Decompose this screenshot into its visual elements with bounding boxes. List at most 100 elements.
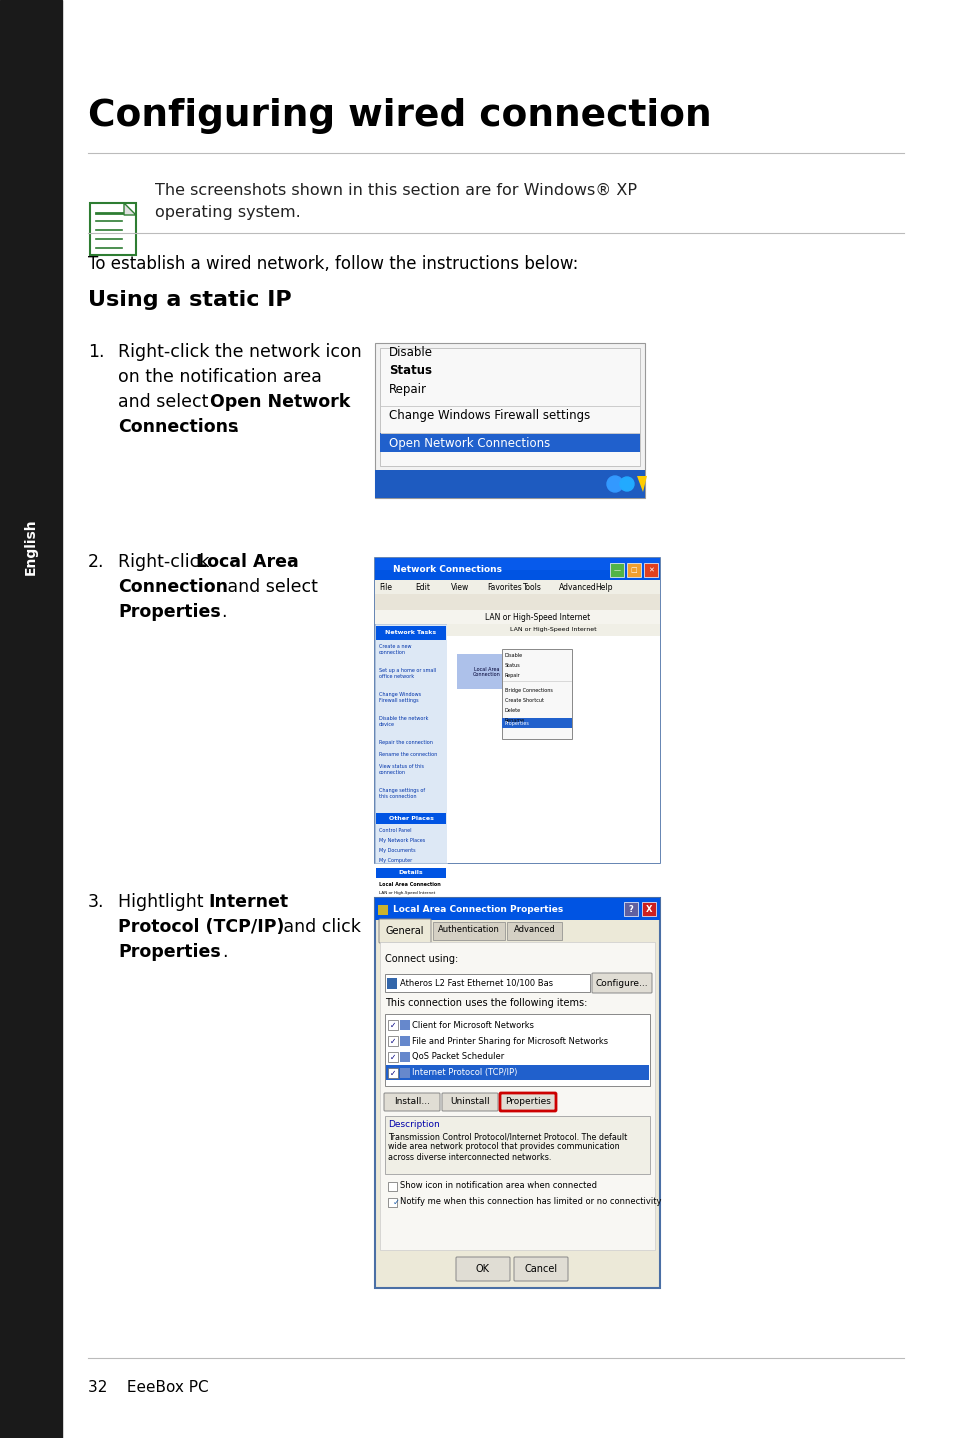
Text: X: X	[645, 905, 652, 913]
Bar	[388, 1198, 396, 1206]
Text: and click: and click	[277, 917, 360, 936]
Text: My Computer: My Computer	[378, 858, 412, 863]
Text: Help: Help	[595, 582, 612, 591]
Bar	[375, 558, 659, 569]
Text: ?: ?	[628, 905, 633, 913]
Text: Open Network: Open Network	[210, 393, 350, 411]
Text: To establish a wired network, follow the instructions below:: To establish a wired network, follow the…	[88, 255, 578, 273]
Text: 32    EeeBox PC: 32 EeeBox PC	[88, 1380, 209, 1395]
Text: This connection uses the following items:: This connection uses the following items…	[385, 998, 587, 1008]
Bar	[501, 718, 572, 728]
Text: Local Area: Local Area	[195, 554, 298, 571]
Text: Right-click the network icon: Right-click the network icon	[118, 344, 361, 361]
Bar	[386, 1066, 648, 1080]
Text: The screenshots shown in this section are for Windows® XP: The screenshots shown in this section ar…	[154, 183, 637, 198]
Bar	[501, 649, 572, 739]
Bar	[375, 594, 659, 610]
Text: operating system.: operating system.	[154, 206, 300, 220]
Text: English: English	[24, 518, 38, 575]
Text: My Network Places: My Network Places	[378, 838, 425, 843]
Text: Tools: Tools	[522, 582, 541, 591]
Text: Edit: Edit	[415, 582, 430, 591]
Text: Properties: Properties	[118, 603, 220, 621]
Bar	[399, 1068, 410, 1078]
Bar	[375, 897, 659, 1288]
Text: Connect using:: Connect using:	[385, 953, 457, 963]
Text: Properties: Properties	[118, 943, 220, 961]
Bar	[399, 1035, 410, 1045]
Bar	[375, 470, 644, 498]
Text: Using a static IP: Using a static IP	[88, 290, 292, 311]
Bar	[375, 626, 446, 640]
Bar	[626, 564, 640, 577]
Bar	[385, 974, 589, 992]
Text: .: .	[221, 603, 226, 621]
Text: Control Panel: Control Panel	[378, 828, 411, 833]
Text: Internet Protocol (TCP/IP): Internet Protocol (TCP/IP)	[412, 1068, 517, 1077]
Text: Change Windows
Firewall settings: Change Windows Firewall settings	[378, 692, 420, 703]
Text: Network Connections: Network Connections	[393, 565, 501, 574]
Text: LAN or High-Speed Internet: LAN or High-Speed Internet	[484, 613, 590, 621]
Text: ✓: ✓	[390, 1053, 395, 1061]
Text: Advanced: Advanced	[558, 582, 597, 591]
Text: My Documents: My Documents	[378, 848, 416, 853]
Bar	[399, 1020, 410, 1030]
Bar	[433, 922, 504, 940]
Bar	[379, 433, 639, 452]
Text: Repair: Repair	[504, 673, 520, 677]
FancyBboxPatch shape	[592, 974, 651, 994]
Text: Right-click: Right-click	[118, 554, 214, 571]
Text: Create Shortcut: Create Shortcut	[504, 697, 543, 703]
Text: Connection: Connection	[118, 578, 228, 595]
Circle shape	[606, 476, 622, 492]
Text: .: .	[222, 943, 227, 961]
Text: □: □	[630, 567, 637, 572]
Text: Network Tasks: Network Tasks	[385, 630, 436, 636]
Text: Advanced: Advanced	[514, 925, 556, 933]
Text: 3.: 3.	[88, 893, 105, 912]
Text: General: General	[385, 926, 424, 936]
Text: —: —	[613, 567, 619, 572]
Text: and select: and select	[118, 393, 213, 411]
Bar	[456, 654, 517, 689]
Bar	[385, 1116, 649, 1173]
Bar	[375, 580, 659, 594]
Text: View status of this
connection: View status of this connection	[378, 764, 423, 775]
FancyBboxPatch shape	[456, 1257, 510, 1281]
Bar	[641, 902, 656, 916]
Bar	[609, 564, 623, 577]
Text: Change Windows Firewall settings: Change Windows Firewall settings	[389, 410, 590, 423]
Text: QoS Packet Scheduler: QoS Packet Scheduler	[412, 1053, 504, 1061]
Text: Atheros L2 Fast Ethernet 10/100 Bas: Atheros L2 Fast Ethernet 10/100 Bas	[399, 978, 553, 988]
Text: LAN or High-Speed Internet: LAN or High-Speed Internet	[510, 627, 597, 633]
Text: Local Area Connection: Local Area Connection	[378, 881, 440, 887]
Text: Configuring wired connection: Configuring wired connection	[88, 98, 711, 134]
Text: Status: Status	[389, 364, 432, 378]
Text: Change settings of
this connection: Change settings of this connection	[378, 788, 425, 798]
Text: Description: Description	[388, 1120, 439, 1129]
Text: Favorites: Favorites	[486, 582, 521, 591]
FancyBboxPatch shape	[384, 1093, 439, 1112]
Text: Disable the network
device: Disable the network device	[378, 716, 428, 726]
Bar	[387, 978, 396, 989]
Text: 2.: 2.	[88, 554, 105, 571]
Bar	[447, 624, 659, 636]
Text: Other Places: Other Places	[388, 817, 433, 821]
Bar	[506, 922, 561, 940]
Circle shape	[619, 477, 634, 490]
Bar	[375, 610, 659, 624]
Text: Details: Details	[398, 870, 423, 876]
Text: Hightlight: Hightlight	[118, 893, 209, 912]
Text: File: File	[378, 582, 392, 591]
Text: Repair the connection: Repair the connection	[378, 741, 433, 745]
Bar	[379, 942, 655, 1250]
Text: LAN or High-Speed Internet: LAN or High-Speed Internet	[378, 892, 435, 894]
Bar	[377, 905, 388, 915]
Text: Client for Microsoft Networks: Client for Microsoft Networks	[412, 1021, 534, 1030]
Text: Rename: Rename	[504, 718, 524, 723]
Bar	[375, 897, 659, 920]
Text: Transmission Control Protocol/Internet Protocol. The default
wide area network p: Transmission Control Protocol/Internet P…	[388, 1132, 626, 1162]
Bar	[388, 1020, 397, 1030]
Bar	[375, 558, 659, 863]
Bar	[388, 1068, 397, 1078]
